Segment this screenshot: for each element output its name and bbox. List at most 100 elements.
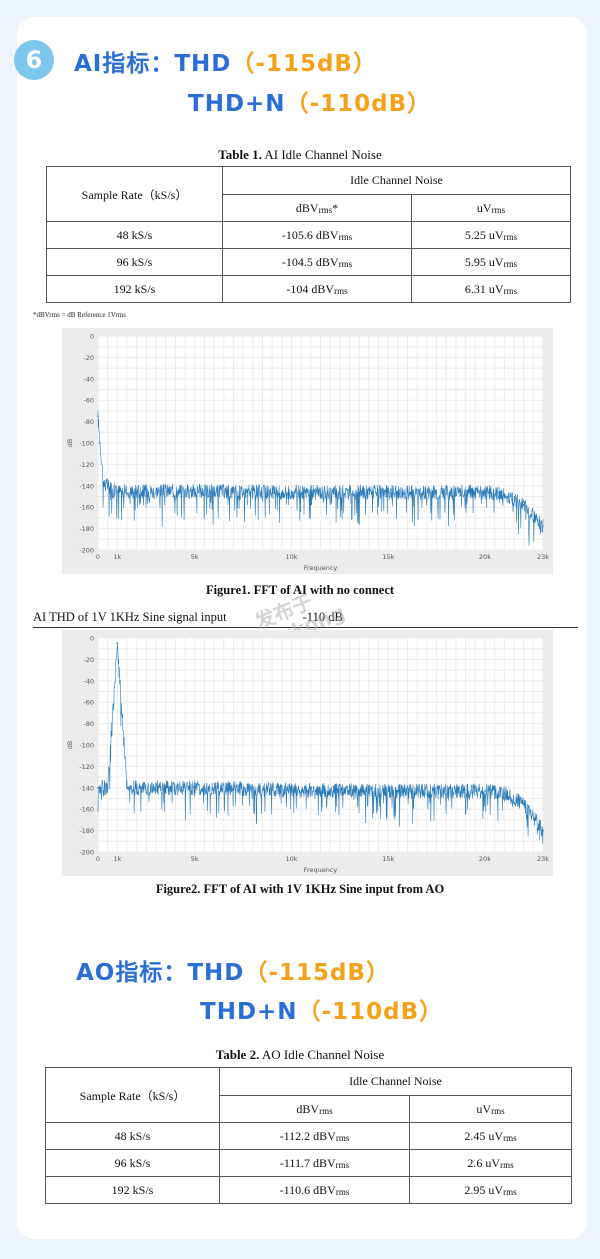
section-number-badge: 6	[14, 40, 54, 80]
table2-col-dbv: dBVrms	[219, 1095, 410, 1123]
table1-rate: 192 kS/s	[46, 275, 223, 303]
ao-heading-line1: AO指标：THD（-115dB）	[76, 953, 390, 987]
table1-rate: 96 kS/s	[46, 248, 223, 276]
table2-caption-label: Table 2.	[215, 1047, 260, 1062]
y-tick-label: -80	[83, 418, 94, 426]
y-tick-label: -120	[79, 763, 94, 771]
data-point	[126, 787, 128, 789]
y-tick-label: 0	[90, 635, 94, 643]
x-axis-label: Frequency	[304, 866, 338, 874]
table1-header-sample-rate: Sample Rate（kS/s）	[46, 166, 223, 222]
table2-rate: 192 kS/s	[45, 1176, 220, 1204]
x-tick-label: 10k	[285, 553, 297, 561]
y-axis-label: dB	[66, 439, 74, 448]
table2-dbv: -111.7 dBVrms	[219, 1149, 410, 1177]
ai-heading-line1: AI指标：THD（-115dB）	[74, 44, 377, 78]
table2-header-idle-noise: Idle Channel Noise	[219, 1067, 572, 1096]
thd-divider	[33, 627, 578, 628]
data-point	[116, 642, 119, 645]
table1-footnote: *dBVrms = dB Reference 1Vrms	[33, 311, 126, 319]
data-point	[387, 491, 390, 494]
data-point	[99, 442, 101, 444]
x-tick-label: 10k	[285, 855, 297, 863]
data-point	[116, 490, 119, 492]
table2-dbv: -112.2 dBVrms	[219, 1122, 410, 1150]
y-tick-label: -200	[79, 547, 94, 555]
table2-rate: 96 kS/s	[45, 1149, 220, 1177]
data-point	[484, 790, 486, 792]
table1-header-idle-noise: Idle Channel Noise	[222, 166, 571, 195]
table1-uv: 6.31 uVrms	[411, 275, 571, 303]
table-row: 96 kS/s -104.5 dBVrms 5.95 uVrms	[46, 248, 571, 276]
y-tick-label: -100	[79, 440, 94, 448]
ai-heading-thdn-label: THD+N	[188, 91, 286, 117]
ao-heading-thd-value: （-115dB）	[244, 960, 390, 986]
y-tick-label: -60	[83, 699, 94, 707]
x-axis-label: Frequency	[304, 564, 338, 572]
x-tick-label: 23k	[537, 855, 549, 863]
y-tick-label: -160	[79, 806, 94, 814]
x-tick-label: 23k	[537, 553, 549, 561]
ai-heading-thd-value: （-115dB）	[231, 51, 377, 77]
x-tick-label: 15k	[382, 855, 394, 863]
data-point	[193, 787, 196, 789]
y-tick-label: -140	[79, 784, 94, 792]
ai-heading-thd-label: AI指标：THD	[74, 51, 232, 77]
table2-uv: 2.95 uVrms	[409, 1176, 572, 1204]
data-point	[290, 491, 293, 494]
y-tick-label: -180	[79, 525, 94, 533]
table-row: 48 kS/s -105.6 dBVrms 5.25 uVrms	[46, 221, 571, 249]
y-tick-label: -40	[83, 375, 94, 383]
table-row: 192 kS/s -110.6 dBVrms 2.95 uVrms	[45, 1176, 572, 1204]
data-point	[97, 415, 99, 418]
y-tick-label: -200	[79, 849, 94, 857]
table2-col-uv: uVrms	[409, 1095, 572, 1123]
table1-uv: 5.95 uVrms	[411, 248, 571, 276]
data-point	[103, 482, 105, 485]
data-point	[97, 787, 99, 789]
table-row: 48 kS/s -112.2 dBVrms 2.45 uVrms	[45, 1122, 572, 1150]
data-point	[106, 787, 109, 789]
ao-heading-thdn-value: （-110dB）	[297, 999, 444, 1025]
y-tick-label: -180	[79, 827, 94, 835]
table2-dbv: -110.6 dBVrms	[219, 1176, 410, 1204]
table1-caption-text: AI Idle Channel Noise	[264, 147, 382, 162]
data-point	[522, 504, 525, 506]
table1-dbv: -104.5 dBVrms	[222, 248, 412, 276]
table-row: 96 kS/s -111.7 dBVrms 2.6 uVrms	[45, 1149, 572, 1177]
x-tick-label: 20k	[479, 553, 491, 561]
table1-caption: Table 1. AI Idle Channel Noise	[0, 147, 600, 163]
table1: Sample Rate（kS/s） Idle Channel Noise dBV…	[46, 166, 571, 303]
data-point	[503, 493, 506, 496]
y-tick-label: -20	[83, 354, 94, 362]
ai-heading-thdn-value: （-110dB）	[285, 91, 432, 117]
ao-heading-line2: THD+N（-110dB）	[200, 992, 443, 1026]
data-point	[387, 790, 390, 792]
data-point	[542, 829, 544, 832]
x-tick-label: 1k	[113, 855, 121, 863]
ai-heading-line2: THD+N（-110dB）	[188, 84, 431, 118]
y-tick-label: 0	[90, 333, 94, 341]
y-tick-label: -60	[83, 397, 94, 405]
table2: Sample Rate（kS/s） Idle Channel Noise dBV…	[45, 1067, 572, 1204]
data-point	[193, 490, 196, 492]
data-point	[503, 792, 506, 794]
x-tick-label: 15k	[382, 553, 394, 561]
table1-uv: 5.25 uVrms	[411, 221, 571, 249]
y-tick-label: -120	[79, 461, 94, 469]
x-tick-label: 20k	[479, 855, 491, 863]
spectrum-series-line	[97, 643, 544, 844]
data-point	[290, 789, 293, 791]
y-tick-label: -80	[83, 720, 94, 728]
figure1-caption: Figure1. FFT of AI with no connect	[205, 583, 395, 597]
ai-thd-line: AI THD of 1V 1KHz Sine signal input -110 …	[33, 610, 343, 625]
spectrum-series-line	[97, 410, 544, 546]
figure2-caption: Figure2. FFT of AI with 1V 1KHz Sine inp…	[155, 882, 445, 896]
ao-heading-thd-label: AO指标：THD	[76, 960, 245, 986]
table1-rate: 48 kS/s	[46, 221, 223, 249]
table2-caption-text: AO Idle Channel Noise	[261, 1047, 385, 1062]
table2-caption: Table 2. AO Idle Channel Noise	[0, 1047, 600, 1063]
table1-col-uv: uVrms	[411, 194, 571, 222]
y-tick-label: -140	[79, 482, 94, 490]
data-point	[484, 491, 486, 494]
